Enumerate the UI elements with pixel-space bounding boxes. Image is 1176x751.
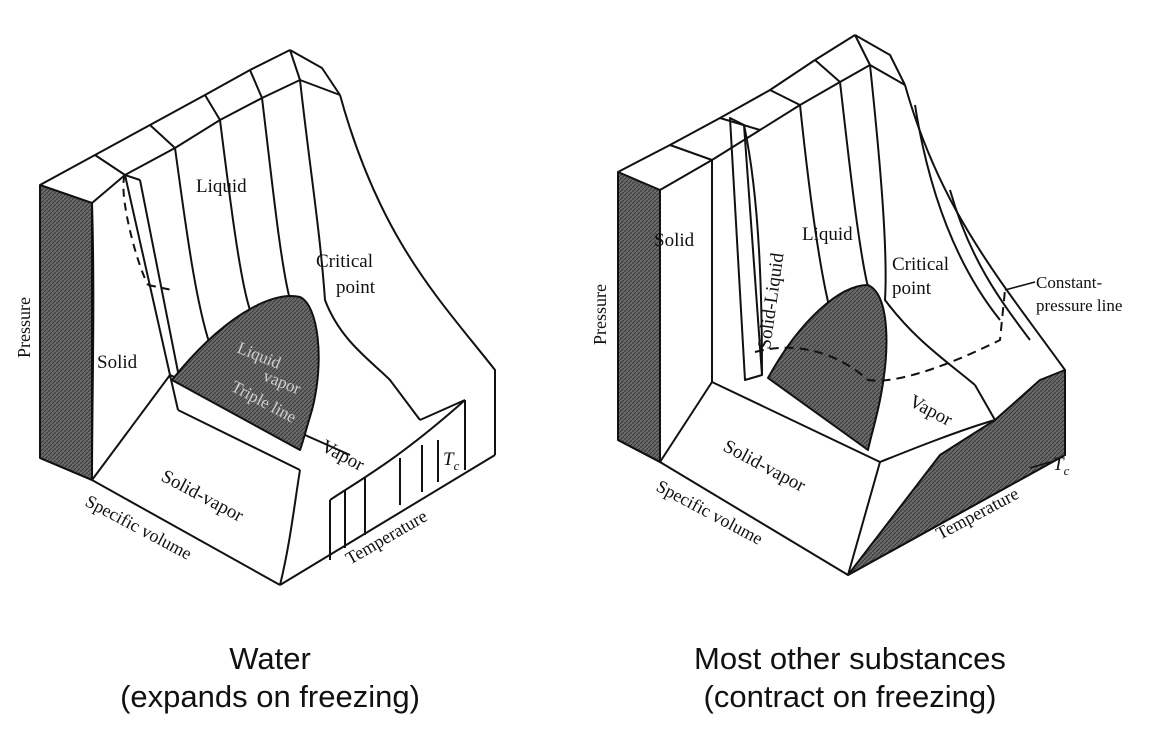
other-tc-label: Tc — [1053, 454, 1070, 478]
other-side-face — [617, 171, 661, 463]
water-vapor-label: Vapor — [318, 436, 369, 476]
water-critical-label-1: Critical — [316, 251, 373, 272]
water-caption-line-1: Water — [229, 641, 311, 676]
other-vapor-label: Vapor — [906, 391, 957, 431]
other-constant-pressure-label-2: pressure line — [1036, 296, 1122, 315]
other-critical-label-1: Critical — [892, 254, 949, 275]
water-tc-label: Tc — [443, 449, 460, 473]
water-solid-front — [91, 202, 95, 481]
other-solid-vapor-label: Solid-vapor — [720, 436, 810, 497]
other-solid-label: Solid — [654, 230, 695, 251]
other-temperature-wedge — [847, 369, 1066, 576]
water-liquid-vapor-dome — [171, 295, 320, 451]
other-pvt-surface — [617, 34, 1066, 576]
water-solid-vapor-label: Solid-vapor — [158, 466, 248, 527]
water-solid-label: Solid — [97, 352, 138, 373]
water-top-back — [289, 49, 341, 96]
other-liquid-vapor-dome — [767, 284, 888, 451]
water-liquid-label: Liquid — [196, 176, 247, 197]
water-caption-line-2: (expands on freezing) — [120, 679, 420, 714]
other-caption-line-2: (contract on freezing) — [703, 679, 997, 714]
other-caption: Most other substances (contract on freez… — [640, 640, 1060, 716]
other-caption-line-1: Most other substances — [694, 641, 1006, 676]
other-constant-pressure-line — [754, 289, 1006, 382]
other-pressure-axis-label: Pressure — [590, 284, 610, 345]
other-liquid-label: Liquid — [802, 224, 853, 245]
water-side-face — [39, 184, 93, 481]
water-critical-label-2: point — [336, 277, 376, 298]
water-temperature-axis-label: Temperature — [342, 506, 431, 569]
water-top-edge — [39, 49, 291, 186]
water-caption: Water (expands on freezing) — [70, 640, 470, 716]
water-pvt-surface — [39, 49, 496, 586]
other-constant-pressure-label-1: Constant- — [1036, 273, 1102, 292]
other-specific-volume-axis-label: Specific volume — [653, 476, 766, 549]
other-critical-label-2: point — [892, 278, 932, 299]
water-pressure-axis-label: Pressure — [14, 297, 34, 358]
